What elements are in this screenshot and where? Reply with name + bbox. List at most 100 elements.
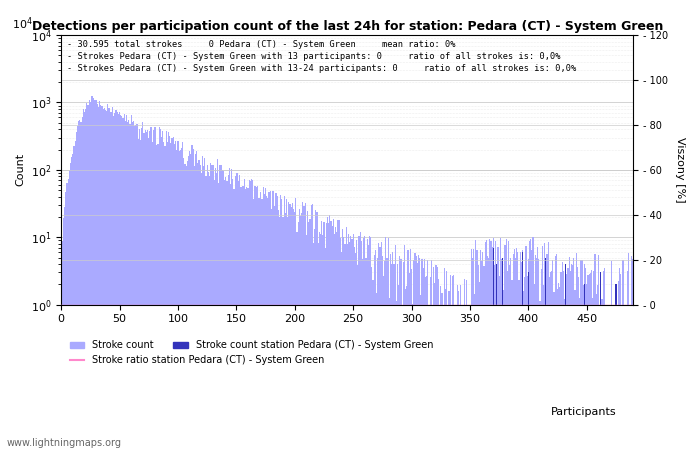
- Bar: [545, 257, 547, 450]
- Bar: [493, 238, 494, 450]
- Bar: [454, 305, 455, 450]
- Bar: [259, 198, 260, 450]
- Bar: [84, 112, 85, 450]
- Bar: [330, 220, 332, 450]
- Bar: [103, 109, 104, 450]
- Bar: [120, 115, 121, 450]
- Bar: [593, 270, 594, 450]
- Bar: [610, 261, 612, 450]
- Bar: [501, 259, 502, 450]
- Bar: [344, 244, 346, 450]
- Bar: [538, 259, 540, 450]
- Bar: [323, 222, 325, 450]
- Bar: [563, 271, 564, 450]
- Bar: [607, 305, 608, 450]
- Bar: [624, 305, 626, 450]
- Bar: [183, 158, 184, 450]
- Bar: [99, 101, 100, 450]
- Bar: [412, 304, 413, 450]
- Bar: [148, 138, 149, 450]
- Bar: [392, 252, 393, 450]
- Bar: [306, 235, 307, 450]
- Bar: [509, 265, 510, 450]
- Bar: [297, 232, 298, 450]
- Bar: [335, 227, 336, 450]
- Bar: [368, 245, 369, 450]
- Bar: [466, 280, 467, 450]
- Bar: [128, 120, 130, 450]
- Bar: [244, 179, 245, 450]
- Text: www.lightningmaps.org: www.lightningmaps.org: [7, 438, 122, 448]
- Bar: [599, 305, 600, 450]
- Bar: [100, 104, 102, 450]
- Bar: [182, 142, 183, 450]
- Bar: [339, 220, 340, 450]
- Bar: [447, 305, 448, 450]
- Bar: [448, 291, 449, 450]
- Bar: [577, 267, 578, 450]
- Bar: [69, 171, 70, 450]
- Bar: [385, 237, 386, 450]
- Bar: [65, 192, 66, 450]
- Bar: [229, 168, 230, 450]
- Bar: [477, 265, 479, 450]
- Bar: [600, 273, 601, 450]
- Bar: [313, 243, 314, 450]
- Bar: [280, 195, 281, 450]
- Bar: [290, 207, 292, 450]
- Bar: [585, 268, 586, 450]
- Bar: [425, 277, 426, 450]
- Bar: [300, 216, 301, 450]
- Bar: [384, 261, 385, 450]
- Bar: [470, 249, 472, 450]
- Bar: [174, 144, 175, 450]
- Bar: [523, 291, 524, 450]
- Bar: [152, 142, 153, 450]
- Bar: [617, 281, 619, 450]
- Bar: [89, 100, 90, 450]
- Bar: [214, 180, 215, 450]
- Bar: [198, 160, 200, 450]
- Bar: [564, 299, 565, 450]
- Bar: [556, 254, 557, 450]
- Bar: [362, 259, 363, 450]
- Bar: [428, 305, 430, 450]
- Bar: [262, 187, 264, 450]
- Bar: [131, 115, 132, 450]
- Bar: [561, 262, 563, 450]
- Bar: [112, 107, 113, 450]
- Bar: [83, 109, 84, 450]
- Bar: [230, 184, 231, 450]
- Bar: [260, 192, 261, 450]
- Bar: [285, 213, 286, 450]
- Bar: [210, 163, 211, 450]
- Bar: [93, 99, 95, 450]
- Bar: [398, 285, 399, 450]
- Bar: [465, 305, 466, 450]
- Bar: [383, 276, 384, 450]
- Bar: [146, 132, 147, 450]
- Bar: [410, 249, 411, 450]
- Bar: [170, 143, 172, 450]
- Bar: [328, 223, 329, 450]
- Bar: [79, 120, 81, 450]
- Bar: [108, 108, 110, 450]
- Bar: [371, 267, 372, 450]
- Bar: [228, 175, 229, 450]
- Bar: [540, 269, 542, 450]
- Bar: [552, 260, 554, 450]
- Bar: [250, 180, 251, 450]
- Bar: [184, 164, 186, 450]
- Bar: [85, 108, 86, 450]
- Bar: [418, 255, 419, 450]
- Bar: [430, 261, 432, 450]
- Bar: [231, 169, 232, 450]
- Bar: [190, 154, 191, 450]
- Bar: [589, 273, 591, 450]
- Bar: [326, 223, 327, 450]
- Bar: [110, 112, 111, 450]
- Bar: [369, 236, 370, 450]
- Bar: [186, 166, 187, 450]
- Bar: [405, 288, 406, 450]
- Bar: [351, 239, 353, 450]
